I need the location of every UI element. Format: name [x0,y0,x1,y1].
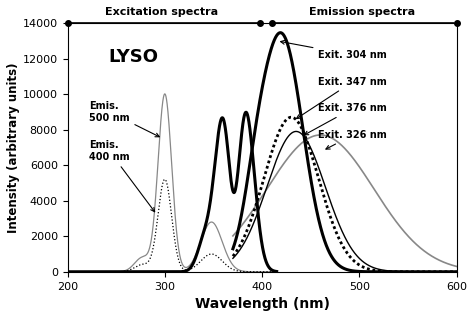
Text: Exit. 326 nm: Exit. 326 nm [319,130,387,149]
X-axis label: Wavelength (nm): Wavelength (nm) [194,297,329,311]
Text: Exit. 376 nm: Exit. 376 nm [304,103,387,135]
Text: Emission spectra: Emission spectra [309,7,415,17]
Text: Exit. 304 nm: Exit. 304 nm [281,40,387,60]
Y-axis label: Intensity (arbitrary units): Intensity (arbitrary units) [7,62,20,233]
Text: Emis.
500 nm: Emis. 500 nm [89,101,159,137]
Text: Excitation spectra: Excitation spectra [105,7,219,17]
Text: Exit. 347 nm: Exit. 347 nm [297,77,387,119]
Text: LYSO: LYSO [109,48,158,66]
Text: Emis.
400 nm: Emis. 400 nm [89,140,155,212]
